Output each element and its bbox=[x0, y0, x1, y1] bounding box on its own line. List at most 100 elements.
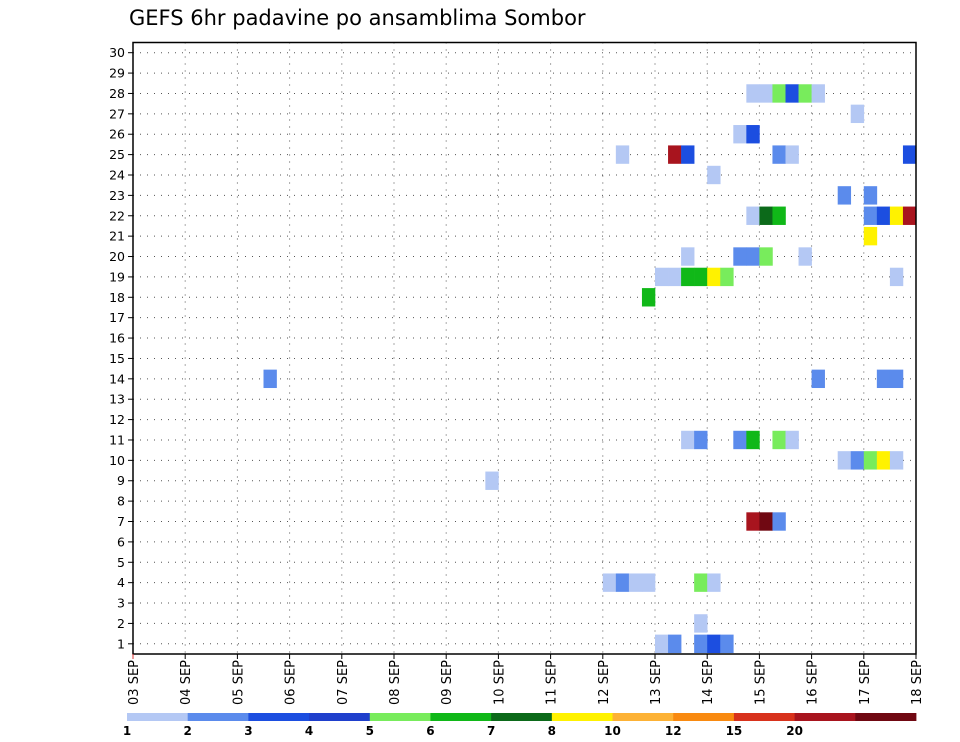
y-tick-label: 9 bbox=[117, 473, 125, 488]
x-tick-label: 16 SEP bbox=[806, 660, 821, 705]
heatmap-cell bbox=[785, 84, 799, 103]
heatmap-cell bbox=[889, 267, 904, 287]
heatmap-cell bbox=[655, 267, 669, 287]
heatmap-cell bbox=[628, 573, 643, 592]
y-tick-label: 8 bbox=[117, 494, 125, 509]
heatmap-cell bbox=[759, 84, 773, 103]
heatmap-cell bbox=[707, 267, 721, 287]
y-tick-label: 15 bbox=[109, 351, 125, 366]
heatmap-cell bbox=[837, 186, 852, 205]
plot-frame bbox=[132, 41, 917, 655]
heatmap-cell bbox=[863, 206, 878, 225]
heatmap-cell bbox=[694, 634, 708, 653]
x-tick-label: 06 SEP bbox=[284, 660, 299, 705]
heatmap-cell bbox=[485, 471, 499, 490]
heatmap-cell bbox=[681, 430, 695, 450]
colorbar-swatch bbox=[855, 713, 917, 721]
heatmap-cell bbox=[837, 451, 852, 470]
heatmap-cell bbox=[772, 512, 786, 531]
heatmap-cell bbox=[720, 267, 734, 287]
y-tick-label: 2 bbox=[117, 616, 125, 631]
y-tick-label: 5 bbox=[117, 555, 125, 570]
heatmap-cell bbox=[733, 247, 747, 266]
y-tick-label: 7 bbox=[117, 514, 125, 529]
colorbar-label: 3 bbox=[244, 724, 252, 738]
y-tick-label: 3 bbox=[117, 596, 125, 611]
heatmap-cell bbox=[707, 165, 721, 185]
colorbar-swatch bbox=[187, 713, 249, 721]
plot-border bbox=[132, 41, 917, 655]
heatmap-cell bbox=[876, 206, 891, 225]
heatmap-cell bbox=[850, 104, 865, 124]
x-tick-label: 18 SEP bbox=[910, 660, 925, 705]
colorbar-label: 10 bbox=[604, 724, 621, 738]
x-tick-label: 13 SEP bbox=[649, 660, 664, 705]
heatmap-cell bbox=[746, 247, 760, 266]
y-tick-label: 27 bbox=[109, 106, 125, 121]
heatmap-cell bbox=[759, 206, 773, 225]
heatmap-cell bbox=[694, 573, 708, 592]
x-tick-label: 03 SEP bbox=[127, 660, 142, 705]
heatmap-cell bbox=[863, 226, 878, 246]
heatmap-cell bbox=[694, 430, 708, 450]
heatmap-cell bbox=[655, 634, 669, 653]
heatmap-cell bbox=[615, 145, 630, 164]
heatmap-cell bbox=[681, 145, 695, 164]
y-tick-label: 26 bbox=[109, 127, 125, 142]
heatmap-cell bbox=[641, 573, 656, 592]
heatmap-cell bbox=[694, 614, 708, 633]
chart-title: GEFS 6hr padavine po ansamblima Sombor bbox=[129, 6, 586, 30]
heatmap-cell bbox=[785, 145, 799, 164]
x-tick-label: 15 SEP bbox=[753, 660, 768, 705]
y-tick-label: 12 bbox=[109, 412, 125, 427]
x-tick-label: 07 SEP bbox=[336, 660, 351, 705]
x-tick-label: 09 SEP bbox=[440, 660, 455, 705]
x-tick-label: 04 SEP bbox=[179, 660, 194, 705]
heatmap-cell bbox=[746, 512, 760, 531]
heatmap-cell bbox=[733, 125, 747, 144]
heatmap-cell bbox=[772, 206, 786, 225]
heatmap-cell bbox=[772, 145, 786, 164]
y-tick-label: 1 bbox=[117, 636, 125, 651]
x-tick-label: 11 SEP bbox=[545, 660, 560, 705]
y-tick-label: 22 bbox=[109, 208, 125, 223]
heatmap-cell bbox=[668, 267, 682, 287]
heatmap-cell bbox=[746, 206, 760, 225]
heatmap-cell bbox=[694, 267, 708, 287]
heatmap-cell bbox=[759, 512, 773, 531]
colorbar-label: 6 bbox=[426, 724, 434, 738]
heatmap-cell bbox=[798, 84, 812, 103]
colorbar-swatch bbox=[551, 713, 613, 721]
colorbar-label: 12 bbox=[665, 724, 682, 738]
heatmap-cell bbox=[863, 186, 878, 205]
x-tick-label: 17 SEP bbox=[858, 660, 873, 705]
colorbar-label: 5 bbox=[366, 724, 374, 738]
colorbar-label: 2 bbox=[184, 724, 192, 738]
colorbar-swatch bbox=[491, 713, 553, 721]
y-tick-label: 25 bbox=[109, 147, 125, 162]
y-tick-label: 10 bbox=[109, 453, 125, 468]
y-tick-label: 28 bbox=[109, 86, 125, 101]
x-tick-label: 10 SEP bbox=[492, 660, 507, 705]
y-tick-label: 20 bbox=[109, 249, 125, 264]
y-tick-label: 23 bbox=[109, 188, 125, 203]
colorbar-swatch bbox=[612, 713, 674, 721]
heatmap-cells bbox=[263, 84, 917, 653]
colorbar-swatch bbox=[309, 713, 371, 721]
heatmap-cell bbox=[889, 369, 904, 389]
x-tick-label: 14 SEP bbox=[701, 660, 716, 705]
heatmap-cell bbox=[889, 206, 904, 225]
heatmap-cell bbox=[641, 288, 656, 307]
colorbar-swatch bbox=[127, 713, 189, 721]
x-tick-label: 08 SEP bbox=[388, 660, 403, 705]
heatmap-cell bbox=[876, 451, 891, 470]
heatmap-cell bbox=[811, 369, 825, 389]
heatmap-cell bbox=[902, 145, 917, 164]
heatmap-cell bbox=[772, 430, 786, 450]
x-tick-label: 05 SEP bbox=[231, 660, 246, 705]
y-tick-label: 19 bbox=[109, 269, 125, 284]
y-tick-label: 16 bbox=[109, 331, 125, 346]
y-tick-label: 4 bbox=[117, 575, 125, 590]
heatmap-cell bbox=[772, 84, 786, 103]
colorbar-label: 1 bbox=[123, 724, 131, 738]
